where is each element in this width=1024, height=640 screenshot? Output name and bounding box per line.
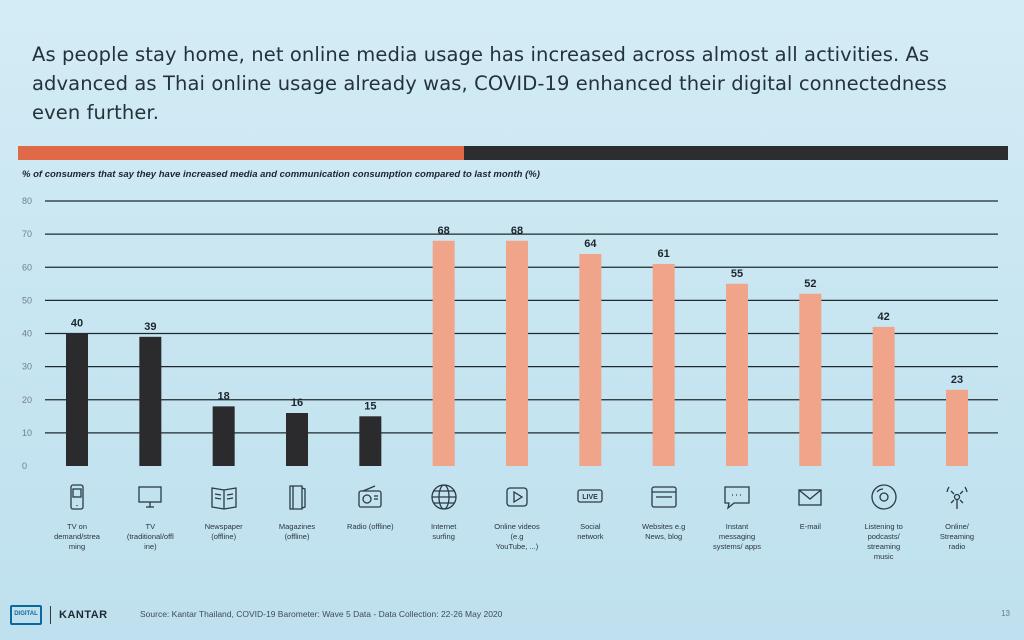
y-tick-label: 50 — [22, 295, 32, 305]
bar — [66, 333, 88, 466]
bar — [579, 254, 602, 466]
data-label: 23 — [951, 374, 963, 386]
x-tick-label: TV (traditional/offl ine) — [126, 522, 174, 551]
footer: DIGITAL KANTAR Source: Kantar Thailand, … — [10, 605, 1010, 629]
mobile-tv-icon — [62, 482, 92, 517]
chat-bubble-icon — [722, 482, 752, 517]
data-label: 68 — [438, 225, 450, 237]
x-tick-label: E-mail — [799, 522, 821, 531]
magazine-icon — [282, 482, 312, 517]
play-video-icon — [502, 482, 532, 517]
y-tick-label: 70 — [22, 229, 32, 239]
live-badge-icon: LIVE — [575, 482, 605, 517]
bar — [799, 293, 822, 466]
data-label: 52 — [804, 278, 816, 290]
data-label: 61 — [658, 248, 670, 260]
data-label: 64 — [584, 238, 597, 250]
broadcast-icon — [942, 482, 972, 517]
browser-window-icon — [649, 482, 679, 517]
y-tick-label: 10 — [22, 428, 32, 438]
chart-title: % of consumers that say they have increa… — [22, 169, 540, 180]
data-label: 16 — [291, 397, 303, 409]
y-tick-label: 40 — [22, 329, 32, 339]
bar — [286, 413, 308, 466]
logo: DIGITAL KANTAR — [10, 605, 108, 625]
x-tick-label: Magazines (offline) — [278, 522, 316, 541]
bar — [946, 389, 968, 466]
bar — [212, 406, 235, 466]
bar — [652, 263, 675, 466]
disc-icon — [869, 482, 899, 517]
data-label: 39 — [144, 321, 156, 333]
logo-divider — [50, 606, 51, 624]
data-label: 18 — [218, 390, 230, 402]
x-tick-label: Instant messaging systems/ apps — [713, 522, 761, 551]
page-number: 13 — [1001, 609, 1010, 618]
source-note: Source: Kantar Thailand, COVID-19 Barome… — [140, 609, 503, 619]
svg-text:LIVE: LIVE — [583, 494, 599, 501]
y-tick-label: 80 — [22, 196, 32, 206]
x-tick-label: Online videos (e.g YouTube, ...) — [494, 522, 540, 551]
bar — [726, 283, 748, 466]
x-tick-label: Internet surfing — [430, 522, 457, 541]
data-label: 68 — [511, 225, 523, 237]
x-tick-label: Websites e.g News, blog — [642, 522, 686, 541]
bar — [506, 240, 528, 466]
newspaper-icon — [209, 482, 239, 517]
tv-icon — [135, 482, 165, 517]
y-tick-label: 60 — [22, 262, 32, 272]
header-band-dark — [464, 146, 1008, 160]
bar-chart: 0 10 20 30 40 50 60 70 80 40 39 18 16 15 68 68 64 61 55 52 4… — [22, 196, 998, 470]
x-tick-label: TV on demand/strea ming — [54, 522, 100, 551]
digital-logo: DIGITAL — [10, 605, 42, 625]
y-tick-label: 30 — [22, 362, 32, 372]
bar — [359, 416, 382, 466]
data-label: 15 — [364, 400, 376, 412]
bar — [432, 240, 455, 466]
radio-icon — [355, 482, 385, 517]
data-label: 40 — [71, 318, 83, 330]
x-tick-label: Listening to podcasts/ streaming music — [864, 522, 903, 561]
headline: As people stay home, net online media us… — [32, 43, 947, 124]
x-tick-label: Newspaper (offline) — [204, 522, 243, 541]
header-band-orange — [18, 146, 464, 160]
globe-icon — [429, 482, 459, 517]
bar — [872, 326, 895, 466]
y-tick-label: 20 — [22, 395, 32, 405]
x-tick-label: Social network — [577, 522, 604, 541]
y-tick-label: 0 — [22, 461, 27, 470]
kantar-brand: KANTAR — [59, 609, 108, 621]
bar — [139, 336, 162, 466]
data-label: 55 — [731, 268, 743, 280]
envelope-icon — [795, 482, 825, 517]
x-tick-label: Radio (offline) — [347, 522, 394, 531]
data-label: 42 — [878, 311, 890, 323]
x-tick-label: Online/ Streaming radio — [939, 522, 975, 551]
